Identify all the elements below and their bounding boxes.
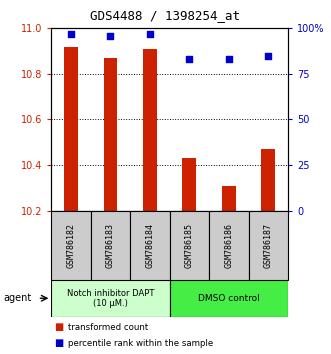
Bar	[222, 185, 236, 211]
Bar	[130, 211, 169, 280]
Point	[265, 53, 271, 58]
Bar	[51, 211, 91, 280]
Text: ■: ■	[55, 338, 64, 348]
Bar	[143, 49, 157, 211]
Point	[108, 33, 113, 39]
Text: GSM786186: GSM786186	[224, 223, 233, 268]
Text: DMSO control: DMSO control	[198, 294, 260, 303]
Text: GSM786182: GSM786182	[67, 223, 75, 268]
Bar	[182, 158, 196, 211]
Bar	[261, 149, 275, 211]
Bar	[104, 58, 118, 211]
Bar	[249, 211, 288, 280]
Text: ■: ■	[55, 322, 64, 332]
Bar	[91, 211, 130, 280]
Point	[226, 57, 231, 62]
Bar	[169, 211, 209, 280]
Text: GSM786184: GSM786184	[145, 223, 155, 268]
Point	[147, 31, 153, 36]
Bar	[169, 280, 288, 317]
Bar	[64, 47, 78, 211]
Bar	[209, 211, 249, 280]
Text: agent: agent	[3, 293, 31, 303]
Text: percentile rank within the sample: percentile rank within the sample	[68, 339, 213, 348]
Point	[187, 57, 192, 62]
Bar	[51, 280, 169, 317]
Text: GDS4488 / 1398254_at: GDS4488 / 1398254_at	[90, 9, 241, 22]
Text: GSM786187: GSM786187	[264, 223, 273, 268]
Text: Notch inhibitor DAPT
(10 μM.): Notch inhibitor DAPT (10 μM.)	[67, 289, 154, 308]
Text: transformed count: transformed count	[68, 323, 148, 332]
Text: GSM786185: GSM786185	[185, 223, 194, 268]
Text: GSM786183: GSM786183	[106, 223, 115, 268]
Point	[69, 31, 74, 36]
